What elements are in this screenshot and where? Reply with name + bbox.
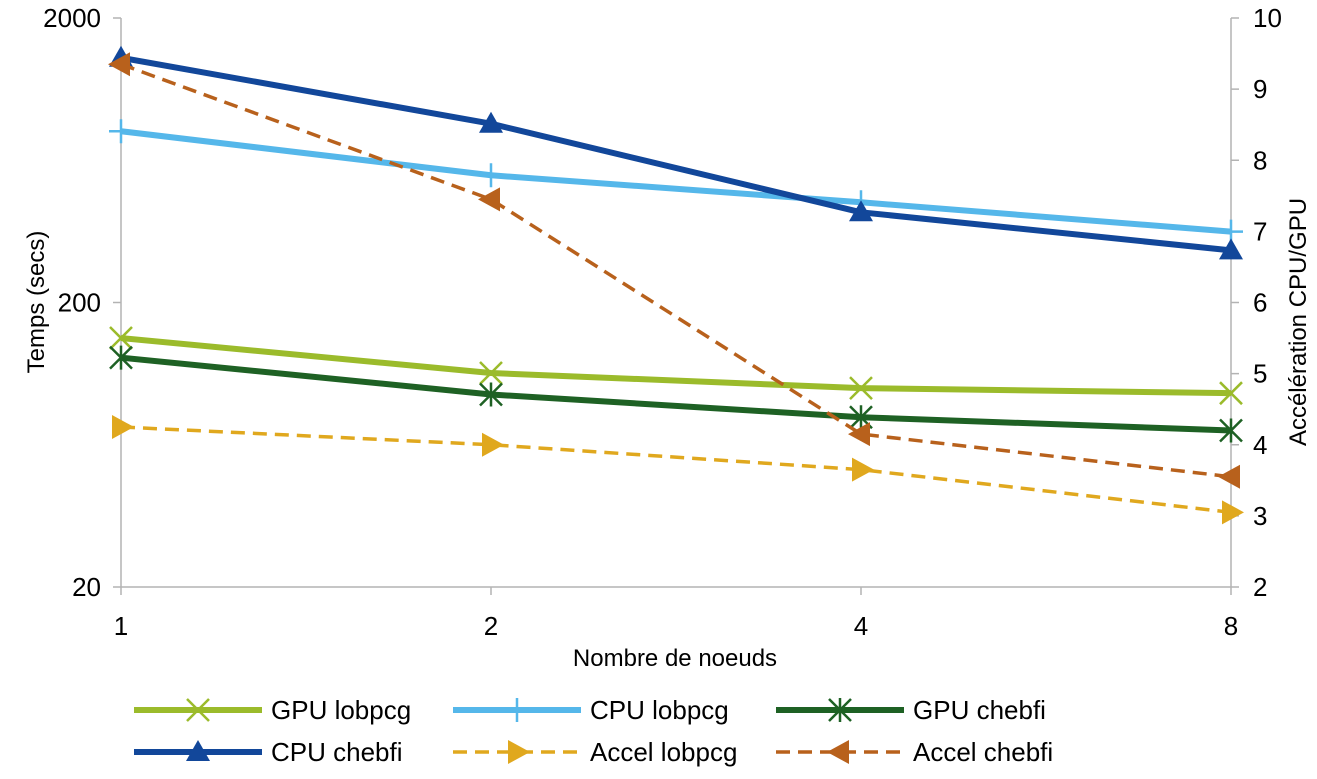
series-cpu-lobpcg — [109, 119, 1243, 244]
y-tick-label: 2000 — [43, 3, 101, 33]
series-line-cpu-chebfi — [120, 54, 1232, 254]
axes: 20 200 2000 2 3 4 5 6 7 8 9 10 1 2 4 8 — [43, 3, 1282, 641]
y-tick-label: 20 — [72, 572, 101, 602]
series-gpu-chebfi — [109, 345, 1243, 443]
legend-label: CPU lobpcg — [590, 695, 729, 725]
legend-label: Accel chebfi — [913, 737, 1053, 767]
data-point-gpu-chebfi — [1219, 418, 1243, 443]
legend-label: CPU chebfi — [271, 737, 403, 767]
y2-tick-label: 9 — [1253, 74, 1267, 104]
data-point-cpu-chebfi — [849, 200, 873, 222]
series-line-accel-lobpcg — [120, 425, 1232, 515]
data-point-accel-chebfi — [1218, 464, 1240, 489]
legend-label: GPU chebfi — [913, 695, 1046, 725]
data-point-cpu-lobpcg — [479, 163, 503, 188]
data-point-gpu-lobpcg — [479, 361, 503, 385]
data-point-accel-chebfi — [478, 187, 500, 212]
series-accel-chebfi — [108, 52, 1240, 489]
y-tick-label: 200 — [58, 288, 101, 318]
data-point-cpu-chebfi — [1219, 238, 1243, 260]
y2-tick-label: 8 — [1253, 145, 1267, 175]
x-tick-label: 8 — [1224, 611, 1238, 641]
legend-item-gpu-lobpcg: GPU lobpcg — [134, 695, 411, 725]
data-point-gpu-chebfi — [109, 345, 133, 370]
legend-item-accel-chebfi: Accel chebfi — [776, 737, 1053, 767]
legend-marker — [508, 740, 530, 764]
legend-item-cpu-lobpcg: CPU lobpcg — [453, 695, 729, 725]
y2-tick-label: 3 — [1253, 501, 1267, 531]
legend-item-gpu-chebfi: GPU chebfi — [776, 695, 1046, 725]
legend-marker — [828, 698, 852, 722]
y2-tick-label: 4 — [1253, 430, 1267, 460]
series-gpu-lobpcg — [109, 326, 1243, 406]
y-axis-title: Temps (secs) — [23, 231, 50, 374]
series-line-accel-chebfi — [120, 62, 1232, 479]
legend-label: GPU lobpcg — [271, 695, 411, 725]
plot-area — [108, 45, 1244, 525]
data-point-accel-chebfi — [848, 422, 870, 447]
y2-tick-label: 6 — [1253, 288, 1267, 318]
series-accel-lobpcg — [112, 414, 1244, 525]
x-tick-label: 4 — [854, 611, 868, 641]
x-tick-label: 1 — [114, 611, 128, 641]
legend-marker — [186, 740, 210, 761]
y2-tick-label: 2 — [1253, 572, 1267, 602]
data-point-gpu-lobpcg — [109, 326, 133, 350]
series-line-gpu-chebfi — [120, 354, 1232, 434]
y2-tick-label: 10 — [1253, 3, 1282, 33]
data-point-cpu-lobpcg — [109, 119, 133, 144]
legend-marker — [827, 740, 849, 764]
legend-marker — [505, 698, 529, 722]
legend-marker — [186, 698, 210, 722]
y2-tick-label: 7 — [1253, 216, 1267, 246]
data-point-gpu-lobpcg — [1219, 381, 1243, 406]
y2-axis-title: Accélération CPU/GPU — [1285, 198, 1312, 446]
data-point-accel-lobpcg — [852, 457, 874, 482]
x-axis-title: Nombre de noeuds — [573, 645, 777, 672]
data-point-gpu-lobpcg — [849, 376, 873, 401]
data-point-cpu-chebfi — [479, 111, 503, 133]
legend-item-cpu-chebfi: CPU chebfi — [134, 737, 403, 767]
legend: GPU lobpcg CPU lobpcg GPU chebfi CPU chebfi… — [134, 695, 1053, 767]
series-line-gpu-lobpcg — [120, 335, 1232, 397]
legend-item-accel-lobpcg: Accel lobpcg — [453, 737, 737, 767]
data-point-accel-lobpcg — [112, 414, 134, 439]
data-point-gpu-chebfi — [479, 382, 503, 407]
x-tick-label: 2 — [484, 611, 498, 641]
data-point-accel-chebfi — [108, 52, 130, 77]
y2-tick-label: 5 — [1253, 359, 1267, 389]
data-point-accel-lobpcg — [482, 432, 504, 457]
legend-label: Accel lobpcg — [590, 737, 737, 767]
data-point-accel-lobpcg — [1222, 500, 1244, 525]
series-line-cpu-lobpcg — [120, 128, 1232, 235]
